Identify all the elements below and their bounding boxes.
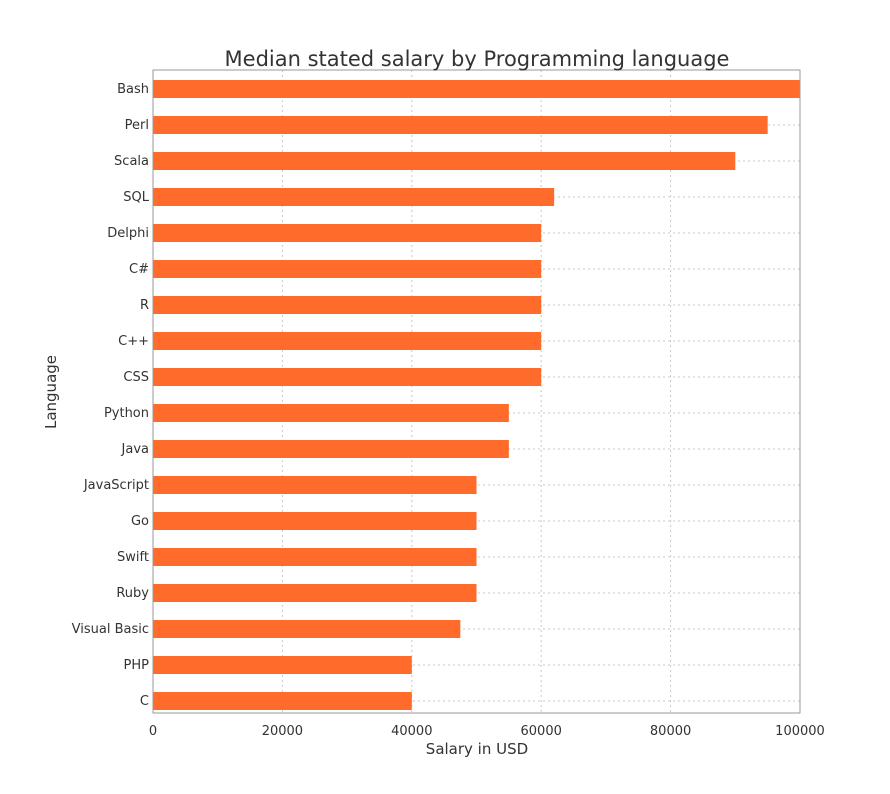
chart-title: Median stated salary by Programming lang… <box>225 47 730 71</box>
bar-python <box>153 404 509 422</box>
x-tick-label: 40000 <box>391 724 432 739</box>
y-category-label: Ruby <box>116 586 149 601</box>
plot-frame <box>152 69 801 714</box>
y-category-label: Swift <box>117 550 149 565</box>
y-category-label: PHP <box>124 658 150 673</box>
y-category-label: C <box>140 694 149 709</box>
y-category-label: Scala <box>114 154 149 169</box>
bar-php <box>153 656 412 674</box>
y-category-label: R <box>140 298 149 313</box>
bar-java <box>153 440 509 458</box>
x-tick-label: 60000 <box>521 724 562 739</box>
bar-javascript <box>153 476 477 494</box>
y-category-label: Java <box>121 442 149 457</box>
bar-c <box>153 692 412 710</box>
bar-r <box>153 296 542 314</box>
y-category-label: Bash <box>117 82 149 97</box>
bar-swift <box>153 548 477 566</box>
bar-visual-basic <box>153 620 461 638</box>
y-category-label: Go <box>131 514 149 529</box>
x-axis-label: Salary in USD <box>426 740 528 758</box>
y-category-label: Python <box>104 406 149 421</box>
bar-ruby <box>153 584 477 602</box>
y-category-label: C# <box>129 262 149 277</box>
x-tick-label: 0 <box>149 724 157 739</box>
y-category-label: SQL <box>123 190 149 205</box>
bar-perl <box>153 116 768 134</box>
y-category-label: Delphi <box>107 226 149 241</box>
y-category-label: C++ <box>118 334 149 349</box>
bars <box>153 80 800 710</box>
y-axis-label: Language <box>42 355 60 429</box>
bar-c- <box>153 260 542 278</box>
bar-scala <box>153 152 736 170</box>
x-tick-label: 80000 <box>650 724 691 739</box>
y-category-labels: Bash Perl Scala SQL Delphi C# R C++ CSS Python Jav… <box>72 82 150 709</box>
y-category-label: CSS <box>123 370 149 385</box>
bar-bash <box>153 80 800 98</box>
y-category-label: Visual Basic <box>72 622 149 637</box>
x-tick-label: 20000 <box>262 724 303 739</box>
bar-delphi <box>153 224 542 242</box>
y-category-label: Perl <box>125 118 149 133</box>
bar-c- <box>153 332 542 350</box>
y-category-label: JavaScript <box>83 478 149 493</box>
bar-sql <box>153 188 555 206</box>
x-tick-labels: 0 20000 40000 60000 80000 100000 <box>149 724 825 739</box>
x-tick-label: 100000 <box>775 724 825 739</box>
bar-go <box>153 512 477 530</box>
bar-css <box>153 368 542 386</box>
